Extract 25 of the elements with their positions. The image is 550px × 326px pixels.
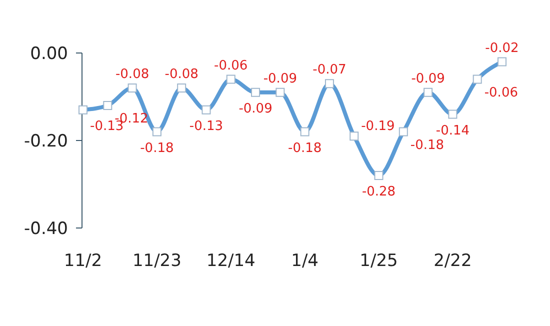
data-label: -0.02	[485, 40, 519, 56]
x-tick-label: 2/22	[434, 251, 472, 272]
data-label: -0.09	[411, 71, 445, 86]
data-label: -0.08	[115, 67, 150, 82]
data-label: -0.06	[484, 85, 518, 100]
data-label: -0.09	[263, 71, 297, 86]
data-label: -0.18	[410, 138, 444, 153]
data-label: -0.14	[436, 123, 470, 138]
y-tick-label: -0.20	[24, 132, 68, 152]
x-tick-label: 11/2	[64, 251, 102, 272]
data-label: -0.18	[140, 140, 174, 156]
data-label: -0.18	[288, 140, 322, 156]
data-label: -0.08	[164, 67, 198, 82]
x-tick-label: 1/4	[291, 251, 319, 272]
data-label: -0.09	[238, 101, 272, 116]
data-label: -0.19	[361, 119, 395, 134]
data-label: -0.07	[312, 62, 346, 78]
data-label: -0.06	[214, 58, 248, 74]
data-label: -0.13	[189, 118, 224, 134]
y-tick-label: -0.40	[24, 219, 68, 240]
x-tick-label: 1/25	[360, 251, 398, 272]
x-tick-label: 11/23	[132, 251, 182, 272]
x-tick-label: 12/14	[206, 251, 256, 272]
y-tick-label: 0.00	[30, 44, 68, 64]
data-label: -0.28	[362, 184, 396, 200]
